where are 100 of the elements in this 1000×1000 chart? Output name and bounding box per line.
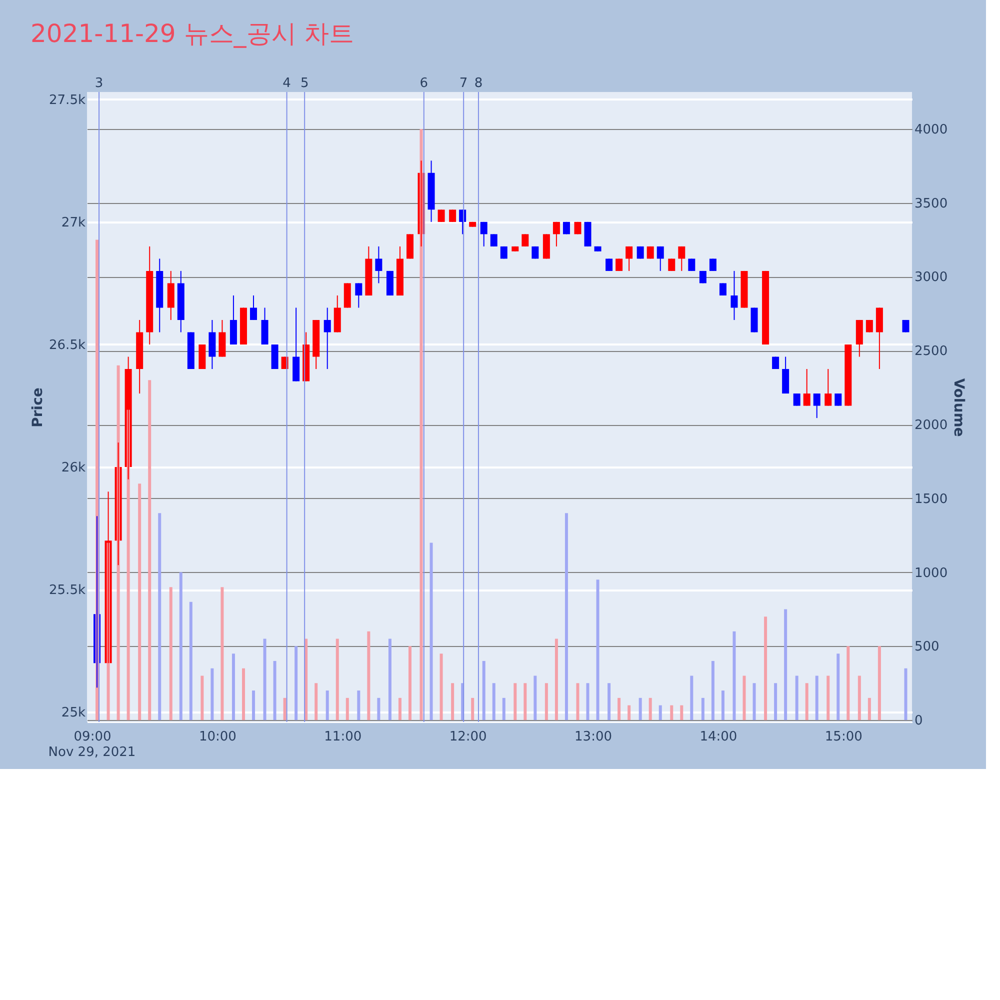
bar xyxy=(904,668,908,720)
bar xyxy=(618,698,621,720)
bar xyxy=(471,698,474,720)
bar xyxy=(836,654,840,720)
bar xyxy=(638,698,642,720)
x-tick-label: 13:00 xyxy=(574,730,612,744)
text: 8 xyxy=(474,76,483,91)
bar xyxy=(721,690,724,720)
bar xyxy=(554,638,558,720)
bar xyxy=(346,698,349,720)
bar xyxy=(878,646,881,720)
bar xyxy=(544,683,548,720)
bar xyxy=(608,683,611,720)
bar xyxy=(326,690,329,720)
bar xyxy=(189,602,192,720)
bar xyxy=(492,683,496,720)
bar xyxy=(367,631,370,720)
text: 3 xyxy=(94,76,104,91)
bar xyxy=(169,587,172,720)
bar xyxy=(377,698,380,720)
y2-tick-label: 1000 xyxy=(914,566,948,581)
bar xyxy=(670,705,674,720)
x-tick-label: 15:00 xyxy=(824,730,862,744)
x-tick-label: 14:00 xyxy=(700,730,738,744)
y-tick-label: 25.5k xyxy=(49,583,86,598)
bar xyxy=(742,676,746,720)
chart-title: 2021-11-29 뉴스_공시 차트 xyxy=(30,19,354,48)
text: 7 xyxy=(459,76,468,91)
bar xyxy=(846,646,850,720)
y2-tick-label: 3500 xyxy=(914,196,948,212)
bar xyxy=(440,654,443,720)
y2-tick-label: 4000 xyxy=(914,122,948,138)
bar xyxy=(294,646,298,720)
text: 4 xyxy=(282,76,291,91)
y-tick-label: 26k xyxy=(61,460,86,476)
bar xyxy=(524,683,527,720)
bar xyxy=(200,676,204,720)
y-tick-label: 27.5k xyxy=(49,92,86,108)
bar xyxy=(232,654,235,720)
bar xyxy=(220,587,224,720)
y2-tick-label: 1500 xyxy=(914,492,948,507)
y2-tick-label: 2000 xyxy=(914,418,948,434)
y2-tick-label: 0 xyxy=(914,714,923,729)
y-axis-title: Price xyxy=(30,388,46,428)
bar xyxy=(179,572,182,720)
text: Nov 29, 2021 xyxy=(48,745,136,760)
bar xyxy=(826,676,830,720)
bar xyxy=(242,668,245,720)
bar xyxy=(398,698,402,720)
bar xyxy=(314,683,318,720)
bar xyxy=(711,660,714,720)
bar xyxy=(273,660,276,720)
bar xyxy=(283,698,286,720)
y-tick-label: 26.5k xyxy=(49,338,86,353)
bar xyxy=(534,676,537,720)
text: 5 xyxy=(300,76,309,91)
bar xyxy=(658,705,662,720)
bar xyxy=(430,542,433,720)
bar xyxy=(805,683,808,720)
bar xyxy=(858,676,861,720)
bar xyxy=(451,683,454,720)
bar xyxy=(576,683,580,720)
bar xyxy=(752,683,756,720)
y-tick-label: 27k xyxy=(61,215,86,230)
x-tick-label: 10:00 xyxy=(198,730,236,744)
bar xyxy=(482,660,486,720)
bar xyxy=(336,638,339,720)
bar xyxy=(764,616,768,720)
bar xyxy=(732,631,736,720)
bar xyxy=(158,513,162,720)
bar xyxy=(586,683,590,720)
bar xyxy=(774,683,778,720)
bar xyxy=(564,513,568,720)
bar xyxy=(502,698,506,720)
bar xyxy=(210,668,214,720)
y2-axis-title: Volume xyxy=(950,378,967,437)
y2-tick-label: 500 xyxy=(914,640,940,655)
bar xyxy=(148,380,152,720)
x-tick-label: 09:00 xyxy=(74,730,112,744)
bar xyxy=(680,705,684,720)
bar xyxy=(357,690,360,720)
bar xyxy=(701,698,704,720)
bar xyxy=(408,646,412,720)
bar xyxy=(514,683,517,720)
bar xyxy=(784,609,788,720)
y2-tick-label: 3000 xyxy=(914,270,948,286)
bar xyxy=(690,676,694,720)
y2-tick-label: 2500 xyxy=(914,344,948,360)
text: 6 xyxy=(420,76,428,91)
bar xyxy=(628,705,631,720)
bar xyxy=(815,676,818,720)
bar xyxy=(263,638,266,720)
bar xyxy=(596,580,600,720)
y-tick-label: 25k xyxy=(61,706,86,721)
bar xyxy=(648,698,652,720)
bar xyxy=(138,484,142,720)
bar xyxy=(388,638,392,720)
bar xyxy=(868,698,871,720)
bar xyxy=(252,690,255,720)
x-tick-label: 11:00 xyxy=(324,730,362,744)
